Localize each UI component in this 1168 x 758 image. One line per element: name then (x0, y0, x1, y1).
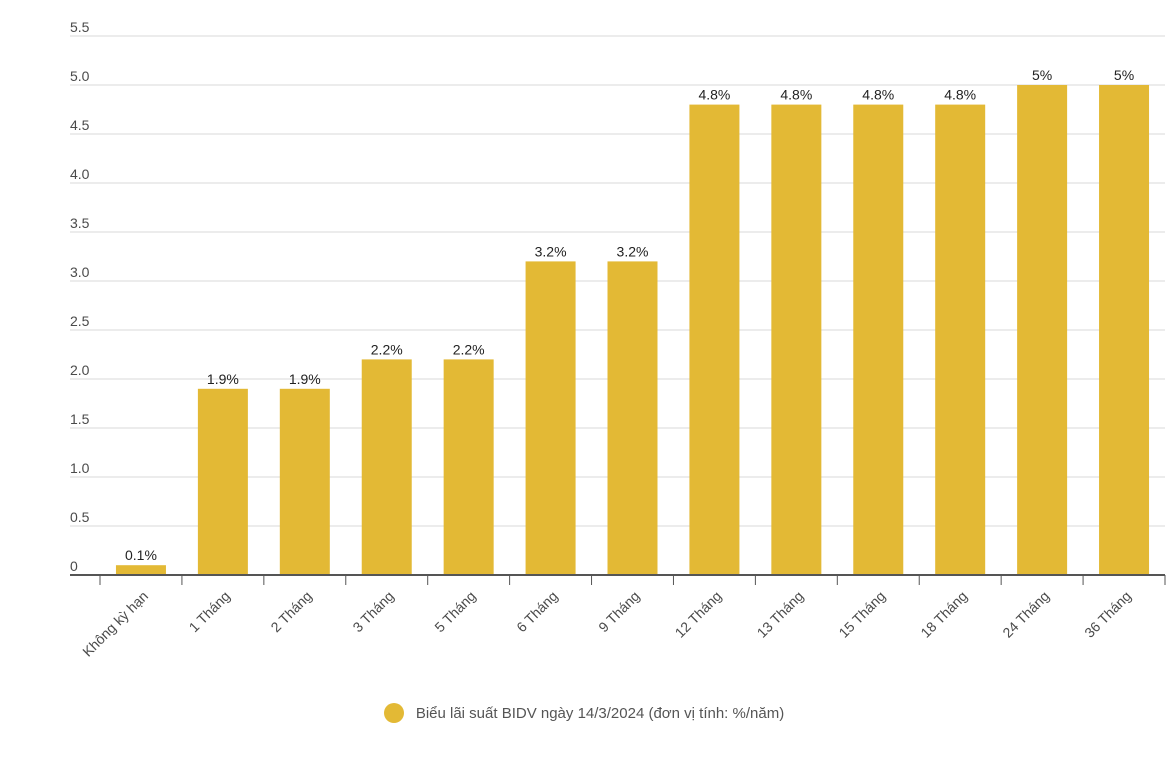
bar (853, 104, 904, 575)
y-tick-label: 2.5 (70, 313, 90, 329)
x-tick-label: Không kỳ hạn (79, 588, 151, 660)
y-tick-label: 1.0 (70, 460, 90, 476)
y-tick-label: 4.0 (70, 166, 90, 182)
bar (115, 565, 166, 575)
x-tick-label: 1 Tháng (186, 588, 233, 635)
bar (443, 359, 494, 575)
bar (197, 388, 248, 575)
bar (279, 388, 330, 575)
x-tick-label: 9 Tháng (595, 588, 642, 635)
x-tick-label: 24 Tháng (999, 588, 1052, 641)
x-tick-label: 3 Tháng (349, 588, 396, 635)
y-tick-label: 4.5 (70, 117, 90, 133)
y-tick-label: 5.0 (70, 68, 90, 84)
data-label: 2.2% (371, 341, 403, 357)
x-tick-label: 6 Tháng (513, 588, 560, 635)
bar (361, 359, 412, 575)
data-label: 3.2% (535, 243, 567, 259)
y-tick-label: 5.5 (70, 19, 90, 35)
y-tick-label: 1.5 (70, 411, 90, 427)
legend-label: Biểu lãi suất BIDV ngày 14/3/2024 (đơn v… (415, 704, 785, 722)
y-tick-label: 3.5 (70, 215, 90, 231)
bar (771, 104, 822, 575)
bar (689, 104, 740, 575)
x-tick-label: 2 Tháng (267, 588, 314, 635)
data-label: 5% (1032, 67, 1052, 83)
data-label: 3.2% (617, 243, 649, 259)
data-label: 4.8% (944, 87, 976, 103)
x-axis (70, 574, 1166, 585)
bar (1099, 85, 1150, 575)
x-tick-label: 5 Tháng (431, 588, 478, 635)
x-tick-label: 36 Tháng (1081, 588, 1134, 641)
y-tick-label: 3.0 (70, 264, 90, 280)
data-label: 0.1% (125, 547, 157, 563)
data-label: 1.9% (289, 371, 321, 387)
bar (525, 261, 576, 575)
bar-chart: 0 0.5 1.0 1.5 2.0 2.5 3.0 3.5 4.0 4.5 5.0 5.5 0.1% 1… (70, 19, 1166, 660)
data-label: 4.8% (780, 87, 812, 103)
data-labels: 0.1% 1.9% 1.9% 2.2% 2.2% 3.2% 3.2% 4.8% 4.8% 4.8%… (125, 67, 1134, 563)
bar (1017, 85, 1068, 575)
data-label: 5% (1114, 67, 1134, 83)
data-label: 2.2% (453, 341, 485, 357)
x-tick-label: 18 Tháng (917, 588, 970, 641)
legend-swatch (383, 703, 404, 723)
y-tick-label: 0 (70, 558, 78, 574)
x-axis-ticks: Không kỳ hạn 1 Tháng 2 Tháng 3 Tháng 5 Tháng… (79, 588, 1134, 660)
x-tick-label: 12 Tháng (672, 588, 725, 641)
x-tick-label: 13 Tháng (754, 588, 807, 641)
data-label: 1.9% (207, 371, 239, 387)
bar (935, 104, 986, 575)
legend: Biểu lãi suất BIDV ngày 14/3/2024 (đơn v… (0, 703, 1168, 723)
y-tick-label: 2.0 (70, 362, 90, 378)
bars (115, 85, 1150, 575)
data-label: 4.8% (862, 87, 894, 103)
data-label: 4.8% (698, 87, 730, 103)
y-axis-ticks: 0 0.5 1.0 1.5 2.0 2.5 3.0 3.5 4.0 4.5 5.0 5.5 (70, 19, 90, 574)
y-tick-label: 0.5 (70, 509, 90, 525)
x-tick-label: 15 Tháng (835, 588, 888, 641)
bar (607, 261, 658, 575)
